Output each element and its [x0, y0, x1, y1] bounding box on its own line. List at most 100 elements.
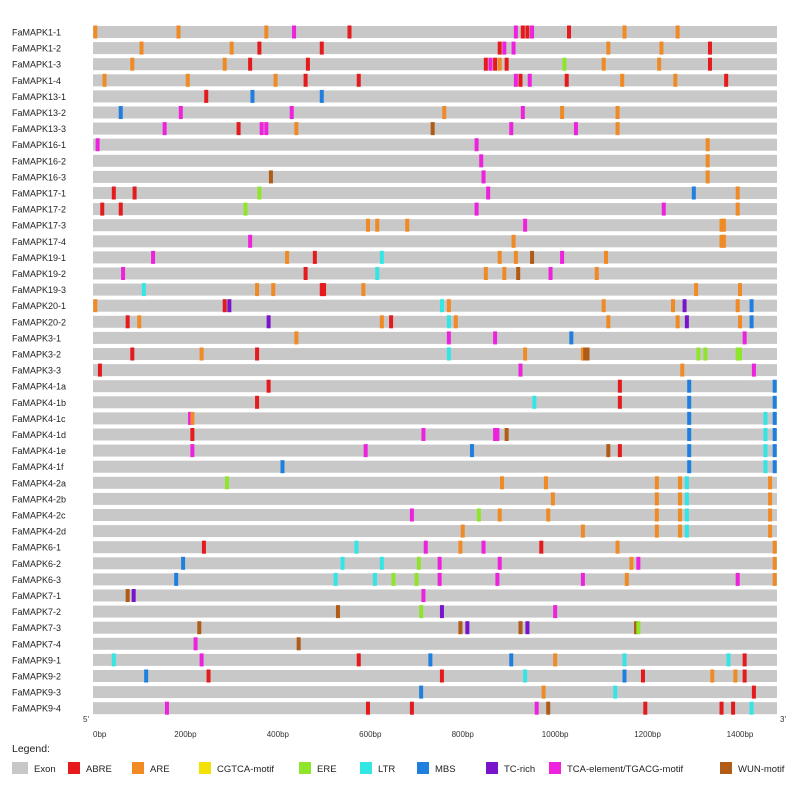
element-mark: [439, 605, 444, 619]
element-mark: [453, 315, 458, 329]
element-mark: [495, 428, 500, 441]
element-mark: [419, 605, 424, 619]
gene-label: FaMAPK4-1f: [12, 462, 64, 472]
exon-bar: [93, 299, 777, 312]
element-mark: [684, 524, 689, 538]
element-mark: [682, 299, 687, 313]
element-mark: [257, 41, 262, 55]
element-mark: [130, 347, 135, 361]
element-mark: [446, 315, 451, 329]
element-mark: [707, 41, 712, 55]
gene-row: FaMAPK20-1: [12, 299, 777, 313]
legend: Legend: Exon ABRE ARE CGTCA-motif ERE LTR MBS T…: [12, 743, 785, 775]
element-mark: [493, 428, 498, 441]
element-mark: [504, 428, 509, 441]
element-mark: [615, 122, 620, 136]
element-mark: [763, 460, 768, 474]
gene-row: FaMAPK3-1: [12, 331, 777, 345]
legend-swatch: [417, 762, 429, 774]
element-mark: [518, 621, 523, 635]
gene-row: FaMAPK3-2: [12, 347, 777, 361]
element-mark: [495, 572, 500, 586]
gene-row: FaMAPK1-3: [12, 57, 777, 71]
gene-row: FaMAPK9-4: [12, 701, 777, 715]
element-mark: [768, 476, 773, 490]
element-mark: [749, 701, 754, 715]
exon-bar: [93, 621, 777, 634]
element-mark: [560, 106, 565, 119]
element-mark: [131, 589, 136, 602]
legend-label: WUN-motif: [738, 764, 785, 775]
gene-row: FaMAPK19-3: [12, 283, 777, 297]
element-mark: [564, 73, 569, 87]
element-mark: [735, 202, 740, 216]
element-mark: [294, 122, 299, 136]
x-tick-label: 200bp: [174, 730, 197, 739]
exon-bar: [93, 42, 777, 55]
element-mark: [567, 25, 572, 39]
element-mark: [356, 73, 361, 87]
element-mark: [481, 540, 486, 554]
element-mark: [580, 347, 585, 361]
x-tick-label: 800bp: [452, 730, 475, 739]
five-prime-label: 5': [83, 715, 89, 724]
element-mark: [763, 428, 768, 441]
element-mark: [437, 572, 442, 586]
element-mark: [636, 556, 641, 570]
x-tick-label: 1000bp: [542, 730, 569, 739]
element-mark: [111, 653, 116, 667]
gene-row: FaMAPK16-2: [12, 154, 777, 168]
gene-label: FaMAPK4-1d: [12, 430, 66, 440]
exon-bar: [93, 702, 777, 715]
gene-row: FaMAPK7-4: [12, 637, 777, 651]
legend-label: CGTCA-motif: [217, 764, 274, 775]
element-mark: [511, 234, 516, 248]
element-mark: [474, 202, 479, 216]
exon-bar: [93, 364, 777, 377]
legend-swatch: [486, 762, 498, 774]
element-mark: [721, 218, 726, 232]
element-mark: [151, 250, 156, 264]
exon-bar: [93, 509, 777, 521]
element-mark: [222, 299, 227, 313]
gene-label: FaMAPK7-1: [12, 591, 61, 601]
element-mark: [772, 379, 777, 393]
element-mark: [772, 572, 777, 586]
element-mark: [340, 556, 345, 570]
legend-item: Exon: [12, 762, 56, 775]
element-mark: [100, 202, 105, 216]
element-mark: [504, 57, 509, 71]
gene-label: FaMAPK7-3: [12, 623, 61, 633]
element-mark: [255, 395, 260, 409]
exon-bar: [93, 670, 777, 682]
element-mark: [250, 89, 255, 103]
element-mark: [735, 299, 740, 313]
element-mark: [375, 218, 380, 232]
legend-item: WUN-motif: [720, 762, 785, 775]
element-mark: [465, 621, 470, 635]
element-mark: [654, 492, 659, 506]
element-mark: [525, 621, 530, 635]
gene-label: FaMAPK16-2: [12, 156, 66, 166]
element-mark: [322, 283, 327, 297]
element-mark: [604, 250, 608, 264]
element-mark: [724, 73, 729, 87]
gene-label: FaMAPK17-1: [12, 189, 66, 199]
element-mark: [303, 267, 308, 280]
element-mark: [513, 25, 518, 39]
element-mark: [93, 299, 98, 313]
element-mark: [585, 347, 590, 361]
element-mark: [446, 331, 451, 345]
gene-row: FaMAPK4-1f: [12, 460, 777, 474]
element-mark: [569, 331, 574, 345]
gene-row: FaMAPK6-3: [12, 572, 777, 586]
element-mark: [684, 476, 689, 490]
element-mark: [419, 685, 424, 699]
exon-bar: [93, 444, 777, 457]
element-mark: [437, 556, 442, 570]
gene-label: FaMAPK4-2d: [12, 527, 66, 537]
element-mark: [772, 540, 777, 554]
element-mark: [527, 73, 532, 87]
element-mark: [199, 347, 204, 361]
element-mark: [703, 347, 708, 361]
